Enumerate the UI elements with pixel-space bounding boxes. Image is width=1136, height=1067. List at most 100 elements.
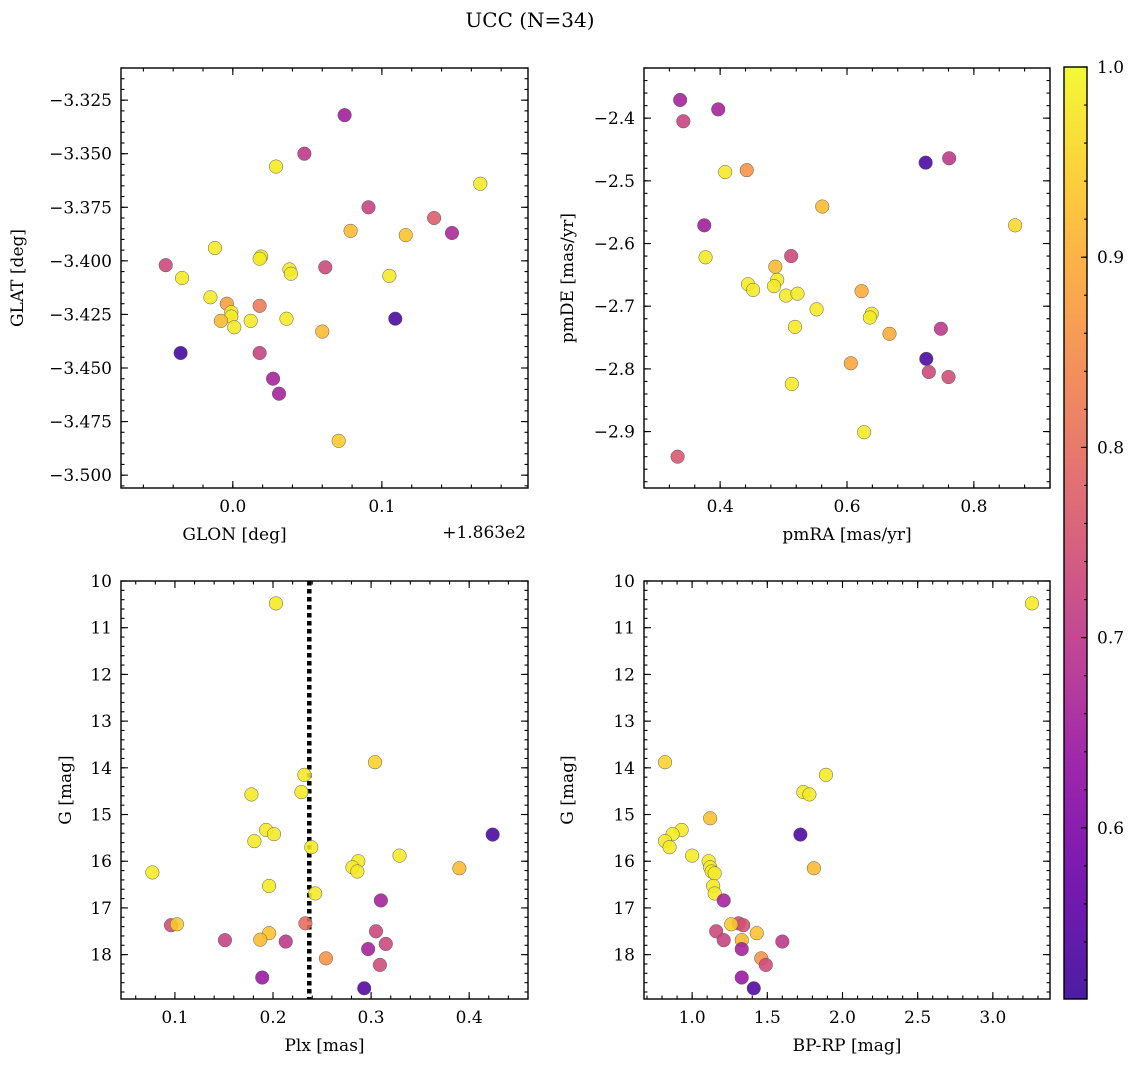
- pmra-pmde-point: [739, 163, 754, 178]
- plx-g-panel: 0.1 0.2 0.3 0.4 10 11 12 13 14 15 16 17 18 Plx [mas] G…: [56, 572, 529, 1056]
- y-tick-label: −3.475: [49, 413, 112, 433]
- y-tick-label: −3.350: [49, 145, 112, 165]
- plx-g-point: [452, 861, 467, 876]
- x-axis-label: BP-RP [mag]: [793, 1036, 902, 1056]
- plx-g-point: [372, 957, 387, 972]
- plx-g-point: [145, 865, 160, 880]
- y-tick-label: −2.5: [594, 172, 635, 192]
- plx-g-point: [169, 917, 184, 932]
- x-tick-label: 2.5: [904, 1008, 931, 1028]
- plx-g-point: [357, 981, 372, 996]
- pmra-pmde-point: [809, 302, 824, 317]
- plx-g-point: [266, 827, 282, 842]
- y-tick-label: −3.400: [49, 252, 112, 272]
- bprp-g-point: [736, 918, 751, 933]
- bprp-g-point: [724, 917, 739, 932]
- x-axis-label: Plx [mas]: [284, 1036, 364, 1056]
- glon-glat-point: [444, 225, 460, 241]
- x-axis-label: GLON [deg]: [182, 525, 286, 545]
- x-tick-label: 0.6: [833, 497, 860, 517]
- glon-glat-point: [243, 313, 258, 328]
- plx-g-point: [318, 951, 334, 966]
- y-axis-label: GLAT [deg]: [8, 229, 28, 327]
- y-axis-label: G [mag]: [558, 755, 578, 824]
- plx-g-point: [255, 970, 270, 985]
- pmra-pmde-point: [882, 326, 897, 341]
- y-tick-label: 12: [613, 665, 635, 685]
- pmra-pmde-point: [921, 364, 936, 380]
- glon-glat-point: [158, 258, 173, 273]
- pmra-pmde-point: [673, 92, 688, 108]
- pmra-pmde-point: [843, 356, 858, 371]
- glon-glat-point: [382, 268, 397, 283]
- pmra-pmde-point: [1008, 218, 1023, 233]
- x-tick-label: 0.8: [960, 497, 987, 517]
- y-tick-label: 17: [90, 899, 112, 919]
- pmra-pmde-point: [766, 279, 782, 294]
- plx-g-point: [373, 893, 388, 908]
- x-tick-label: 0.1: [368, 497, 395, 517]
- glon-glat-point: [361, 200, 376, 215]
- bprp-g-point: [793, 827, 808, 842]
- plx-g-point: [392, 848, 407, 863]
- pmra-pmde-point: [941, 369, 956, 385]
- bprp-g-point: [707, 866, 722, 881]
- y-tick-label: 11: [613, 619, 635, 639]
- y-tick-label: 13: [613, 712, 635, 732]
- pmra-pmde-point: [784, 376, 799, 391]
- plx-g-point: [368, 924, 384, 939]
- y-tick-label: −3.500: [49, 466, 112, 486]
- plx-g-point: [485, 827, 500, 842]
- glon-glat-point: [266, 371, 281, 386]
- colorbar-tick-label: 0.9: [1097, 248, 1124, 268]
- bprp-g-point: [716, 933, 731, 948]
- glon-glat-point: [343, 223, 358, 238]
- plx-g-point: [361, 941, 376, 957]
- bprp-g-point: [703, 811, 718, 826]
- glon-glat-point: [315, 324, 330, 339]
- y-tick-label: 14: [90, 759, 112, 779]
- y-tick-label: −3.450: [49, 359, 112, 379]
- glon-glat-point: [331, 433, 346, 448]
- x-tick-label: 0.4: [456, 1008, 483, 1028]
- plx-g-point: [297, 767, 312, 782]
- plx-g-point: [304, 840, 319, 855]
- glon-glat-point: [279, 311, 294, 326]
- y-tick-label: 11: [90, 619, 112, 639]
- pmra-pmde-point: [942, 151, 957, 166]
- axes-frame: [643, 67, 1051, 489]
- glon-glat-point: [283, 266, 299, 281]
- glon-glat-point: [398, 228, 413, 243]
- glon-glat-point: [388, 311, 403, 326]
- plx-g-point: [350, 864, 365, 879]
- pmra-pmde-point: [790, 286, 805, 301]
- glon-glat-point: [297, 146, 312, 161]
- colorbar-tick-label: 1.0: [1097, 58, 1124, 78]
- plx-g-point: [367, 755, 383, 770]
- glon-glat-point: [271, 386, 287, 401]
- colorbar: 1.0 0.9 0.8 0.7 0.6: [1063, 58, 1124, 1000]
- pmra-pmde-panel: 0.4 0.6 0.8 −2.4 −2.5 −2.6 −2.7 −2.8 −2.9 pmRA [m…: [558, 67, 1051, 545]
- y-tick-label: −2.9: [594, 423, 635, 443]
- plx-g-point: [278, 934, 293, 949]
- glon-glat-point: [173, 345, 188, 361]
- y-tick-label: 15: [90, 806, 112, 826]
- axes-frame: [643, 580, 1051, 1000]
- plx-g-point: [244, 787, 259, 802]
- x-tick-label: 1.5: [754, 1008, 781, 1028]
- glon-glat-point: [473, 176, 488, 191]
- pmra-pmde-point: [718, 165, 733, 180]
- figure-title: UCC (N=34): [465, 8, 594, 32]
- pmra-pmde-point: [711, 102, 726, 117]
- y-tick-label: −3.325: [49, 91, 112, 111]
- colorbar-frame: [1063, 66, 1088, 1000]
- y-tick-label: −2.4: [594, 109, 635, 129]
- pmra-pmde-point: [857, 425, 872, 440]
- bprp-g-panel: 1.0 1.5 2.0 2.5 3.0 10 11 12 13 14 15 16 17 18 BP-RP […: [558, 572, 1051, 1056]
- glon-glat-point: [252, 298, 267, 313]
- bprp-g-point: [1024, 596, 1040, 611]
- plx-g-point: [253, 932, 268, 947]
- y-tick-label: 17: [613, 899, 635, 919]
- pmra-pmde-point: [768, 259, 783, 274]
- glon-glat-point: [252, 251, 267, 266]
